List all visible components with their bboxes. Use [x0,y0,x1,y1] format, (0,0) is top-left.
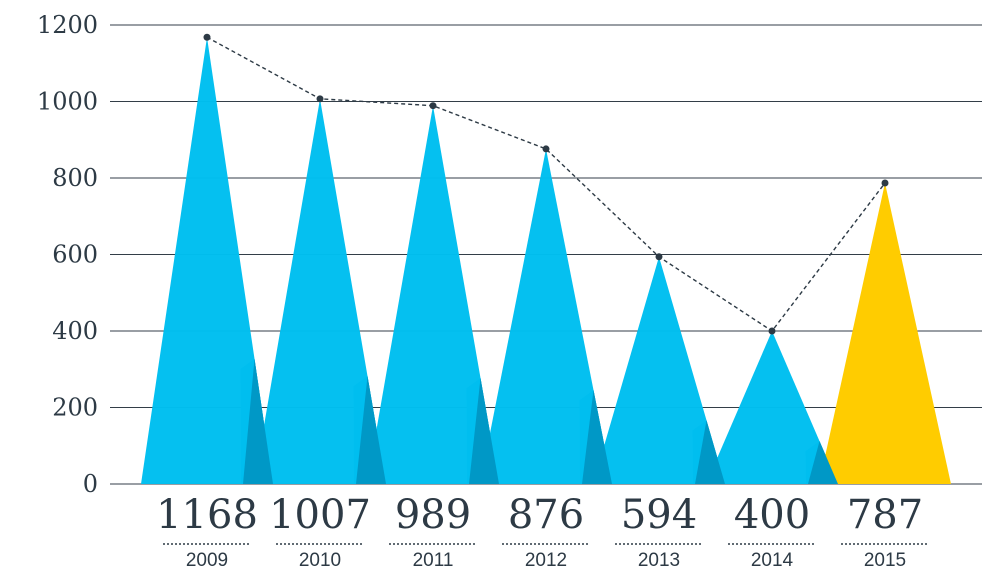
trend-point-2012 [542,145,550,153]
y-tick-label: 400 [52,317,98,345]
bar-edge-shade-2013 [695,420,725,484]
bar-2015 [819,182,951,484]
bar-2014 [706,331,838,484]
y-tick-label: 200 [52,394,98,422]
bars [141,37,951,485]
y-tick-label: 0 [83,470,98,498]
trend-point-2015 [881,179,889,187]
bar-2010 [254,98,386,484]
y-tick-label: 1200 [37,11,98,39]
x-tick-label: 2015 [864,550,906,571]
trend-point-2013 [655,253,663,261]
x-tick-label: 2014 [751,550,794,571]
bar-edge-shade-2010 [356,376,386,484]
trend-point-2010 [316,95,324,103]
x-tick-label: 2012 [525,550,567,571]
value-labels: 1168 2009 1007 2010 989 2011 876 2012 594 2013 400… [156,492,929,571]
y-tick-label: 600 [52,241,98,269]
y-axis-ticks: 0 200 400 600 800 1000 1200 [37,11,98,498]
bar-2013 [593,256,725,484]
x-tick-label: 2011 [413,550,454,571]
bar-edge-shade-2014 [808,441,838,484]
data-label: 1168 [156,492,258,538]
data-label: 989 [395,492,471,538]
x-tick-label: 2013 [638,550,680,571]
trend-point-2014 [768,327,776,335]
data-label: 594 [621,492,697,538]
y-tick-label: 1000 [37,88,98,116]
bar-2012 [480,148,612,484]
data-label: 400 [734,492,810,538]
bar-2009 [141,37,273,485]
data-label: 787 [847,492,923,538]
y-tick-label: 800 [52,164,98,192]
bar-2011 [367,105,499,485]
bar-edge-shade-2009 [243,358,273,484]
data-label: 876 [508,492,584,538]
bar-edge-shade-2012 [582,390,612,484]
trend-line [203,33,889,335]
trend-point-2009 [203,33,211,41]
x-tick-label: 2010 [299,550,341,571]
data-label: 1007 [269,492,371,538]
trend-point-2011 [429,102,437,110]
x-tick-label: 2009 [186,550,228,571]
bar-edge-shade-2011 [469,378,499,484]
